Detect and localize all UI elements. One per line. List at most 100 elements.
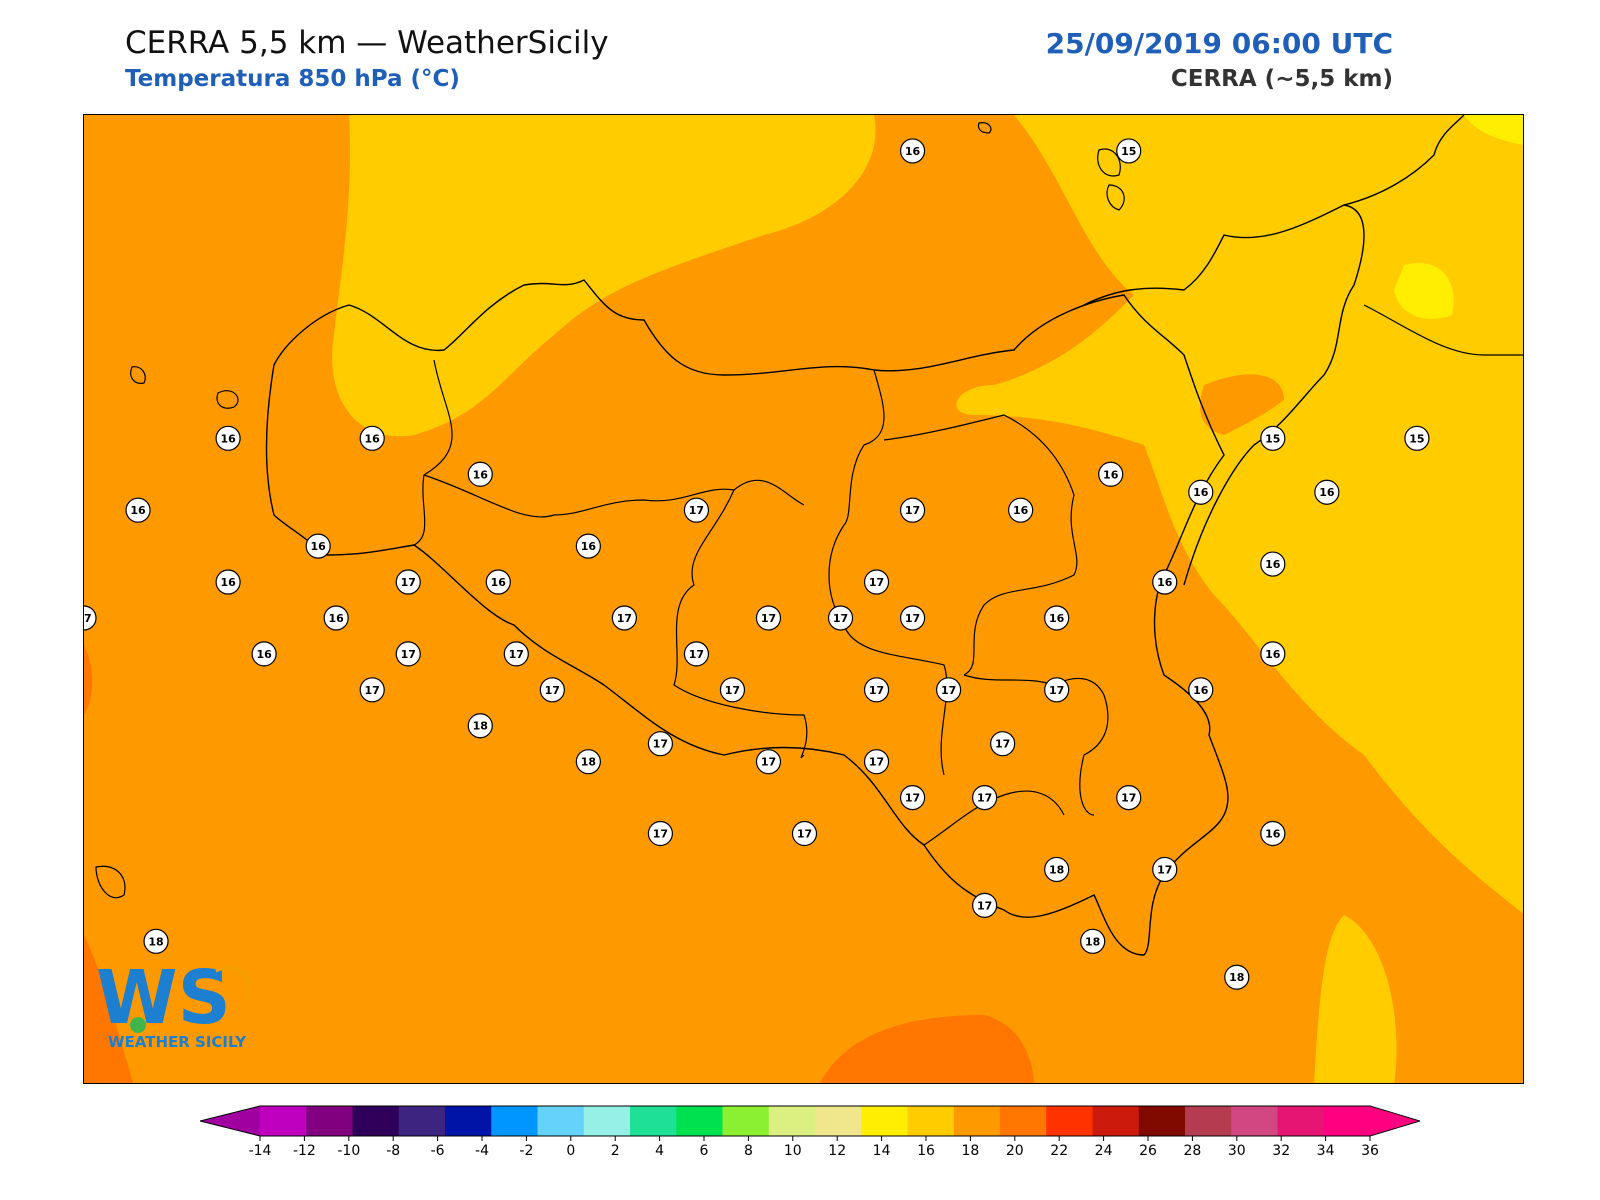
colorbar-swatch bbox=[352, 1106, 400, 1136]
temperature-label-value: 16 bbox=[130, 504, 146, 517]
temperature-label-marker bbox=[575, 533, 601, 559]
colorbar-tick-label: 18 bbox=[961, 1143, 979, 1159]
temperature-label-marker bbox=[1098, 461, 1124, 487]
map-subtitle: Temperatura 850 hPa (°C) bbox=[125, 66, 460, 92]
colorbar-canvas: -14 -12 -10 -8 -6 -4 -2 0 2 4 6 8 10 12 14 16 18 20 22 24 26… bbox=[199, 1105, 1422, 1159]
temperature-label-marker bbox=[395, 569, 421, 595]
logo-text: WEATHER SICILY bbox=[108, 1033, 247, 1051]
temperature-label-marker bbox=[755, 605, 782, 631]
province-border-caltanissetta bbox=[673, 489, 808, 759]
temperature-label: 17 bbox=[683, 641, 710, 667]
temperature-label: 18 bbox=[467, 713, 493, 739]
colorbar-swatch bbox=[445, 1106, 492, 1136]
temperature-label-marker bbox=[1260, 820, 1286, 847]
temperature-label: 16 bbox=[899, 138, 926, 164]
temperature-label-marker bbox=[1116, 138, 1142, 164]
temperature-label-marker bbox=[1314, 479, 1340, 505]
temperature-label: 18 bbox=[1044, 856, 1070, 883]
field-yellow-14-calabria bbox=[1394, 263, 1454, 319]
temperature-label: 17 bbox=[395, 569, 421, 595]
temperature-map: 16 15 16 16 16 16 16 16 16 16 17 17 17 17 17 17 16 16 16 16… bbox=[83, 114, 1524, 1084]
temperature-label-value: 17 bbox=[905, 504, 920, 517]
colorbar-swatch bbox=[491, 1106, 538, 1136]
temperature-label-marker bbox=[1080, 928, 1106, 954]
colorbar-swatch bbox=[1231, 1106, 1278, 1136]
colorbar-swatch bbox=[953, 1106, 1001, 1136]
colorbar-tick-label: 12 bbox=[828, 1143, 846, 1159]
temperature-label-value: 16 bbox=[1265, 648, 1281, 661]
temperature-label-value: 16 bbox=[905, 145, 921, 158]
temperature-label: 15 bbox=[1404, 425, 1430, 451]
temperature-label: 16 bbox=[215, 569, 241, 595]
temperature-label: 17 bbox=[755, 605, 782, 631]
temperature-label: 16 bbox=[215, 425, 241, 451]
colorbar-tick-label: 22 bbox=[1050, 1143, 1068, 1159]
temperature-label-value: 17 bbox=[653, 738, 668, 751]
temperature-label-marker bbox=[539, 677, 565, 703]
temperature-label: 16 bbox=[485, 569, 511, 595]
colorbar-swatch bbox=[1000, 1106, 1047, 1136]
temperature-label-value: 18 bbox=[581, 756, 596, 769]
colorbar-tick-label: 26 bbox=[1139, 1143, 1157, 1159]
temperature-label-marker bbox=[1008, 497, 1034, 523]
temperature-label-value: 17 bbox=[401, 648, 416, 661]
temperature-label-marker bbox=[899, 784, 926, 811]
temperature-label-marker bbox=[647, 820, 674, 847]
temperature-label: 16 bbox=[359, 425, 385, 451]
temperature-label: 16 bbox=[1008, 497, 1034, 523]
colorbar-swatch bbox=[306, 1106, 353, 1136]
temperature-label-marker bbox=[755, 749, 782, 775]
temperature-label-value: 17 bbox=[689, 648, 704, 661]
weather-sicily-logo-icon: WS WEATHER SICILY bbox=[96, 955, 251, 1051]
temperature-label-value: 16 bbox=[1193, 684, 1209, 697]
temperature-label-value: 17 bbox=[905, 792, 920, 805]
temperature-label: 16 bbox=[251, 641, 277, 667]
temperature-label-marker bbox=[1044, 605, 1070, 631]
colorbar-swatch bbox=[630, 1106, 677, 1136]
temperature-label: 16 bbox=[1188, 677, 1214, 703]
temperature-label-marker bbox=[1224, 964, 1250, 990]
temperature-label: 17 bbox=[863, 749, 890, 775]
temperature-label-value: 17 bbox=[761, 756, 776, 769]
temperature-label-marker bbox=[359, 677, 385, 703]
colorbar-tick-label: -2 bbox=[519, 1143, 533, 1159]
temperature-label: 18 bbox=[1224, 964, 1250, 990]
colorbar-swatch bbox=[537, 1106, 585, 1136]
temperature-label: 17 bbox=[972, 784, 998, 811]
temperature-label-marker bbox=[719, 677, 746, 703]
temperature-label-value: 17 bbox=[84, 612, 92, 625]
temperature-label-marker bbox=[990, 731, 1016, 757]
temperature-label: 16 bbox=[1098, 461, 1124, 487]
temperature-label-marker bbox=[485, 569, 511, 595]
temperature-label-value: 17 bbox=[653, 828, 668, 841]
field-gold-16-northwest bbox=[332, 115, 876, 437]
model-name: CERRA (~5,5 km) bbox=[1170, 66, 1393, 92]
colorbar-tick-label: 36 bbox=[1361, 1143, 1379, 1159]
temperature-label-marker bbox=[863, 749, 890, 775]
colorbar-tick-label: 32 bbox=[1272, 1143, 1290, 1159]
temperature-label: 16 bbox=[1152, 569, 1178, 595]
temperature-label-marker bbox=[899, 497, 926, 523]
colorbar-swatch bbox=[1277, 1106, 1325, 1136]
temperature-label: 16 bbox=[467, 461, 493, 487]
colorbar-tick-label: 14 bbox=[873, 1143, 891, 1159]
map-title: CERRA 5,5 km — WeatherSicily bbox=[125, 25, 609, 61]
colorbar-swatch bbox=[260, 1106, 307, 1136]
temperature-label-marker bbox=[1188, 479, 1214, 505]
temperature-label: 18 bbox=[575, 749, 601, 775]
temperature-label-marker bbox=[972, 892, 998, 918]
temperature-label-value: 16 bbox=[220, 576, 236, 589]
temperature-label: 17 bbox=[611, 605, 637, 631]
colorbar-swatch bbox=[1185, 1106, 1232, 1136]
colorbar-swatch bbox=[583, 1106, 631, 1136]
temperature-label-value: 17 bbox=[761, 612, 776, 625]
temperature-label-value: 16 bbox=[1049, 612, 1065, 625]
temperature-label: 16 bbox=[125, 497, 151, 523]
colorbar-extend-low bbox=[200, 1106, 260, 1136]
temperature-label-marker bbox=[251, 641, 277, 667]
temperature-label: 17 bbox=[647, 731, 674, 757]
temperature-label-marker bbox=[503, 641, 529, 667]
colorbar-tick-label: 16 bbox=[917, 1143, 935, 1159]
temperature-label-marker bbox=[1188, 677, 1214, 703]
colorbar-swatch bbox=[722, 1106, 770, 1136]
